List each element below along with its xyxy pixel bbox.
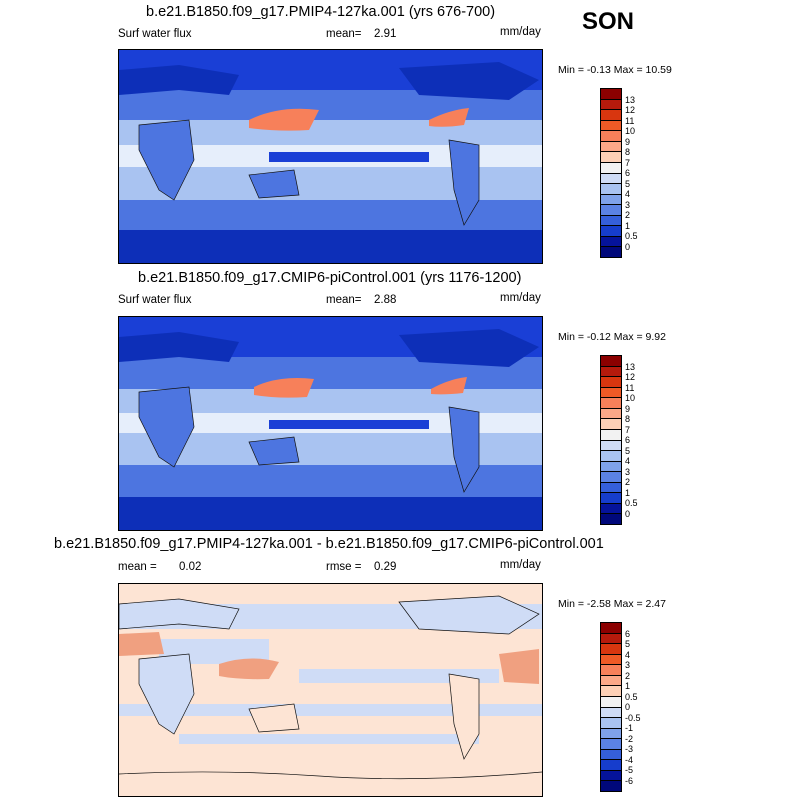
panel-1-cb-label: 5 — [625, 179, 631, 189]
season-label: SON — [582, 8, 635, 35]
panel-3-rmse-label: rmse = — [326, 561, 362, 573]
panel-3-cb-label: 6 — [625, 629, 631, 639]
panel-1-cb-label: 2 — [625, 210, 631, 220]
panel-1-cb-label: 0 — [625, 242, 631, 252]
panel-3-mean-label: mean = — [118, 561, 157, 573]
panel-1-cb-label: 7 — [625, 158, 631, 168]
panel-3-mean-value: 0.02 — [179, 561, 202, 573]
panel-1-colorbar — [600, 88, 622, 258]
panel-3-title: b.e21.B1850.f09_g17.PMIP4-127ka.001 - b.… — [54, 536, 604, 552]
panel-2-cb-label: 0 — [625, 509, 631, 519]
panel-2-colorbar — [600, 355, 622, 525]
panel-2-minmax: Min = -0.12 Max = 9.92 — [558, 331, 666, 343]
panel-2-cb-label: 5 — [625, 446, 631, 456]
panel-1-cb-label: 13 — [625, 95, 636, 105]
panel-2-title: b.e21.B1850.f09_g17.CMIP6-piControl.001 … — [138, 270, 522, 286]
panel-1-cb-label: 6 — [625, 168, 631, 178]
panel-3-cb-label: -1 — [625, 723, 634, 733]
panel-2-map — [118, 316, 543, 531]
panel-1-map — [118, 49, 543, 264]
panel-1-minmax: Min = -0.13 Max = 10.59 — [558, 64, 672, 76]
panel-1-cb-label: 11 — [625, 116, 635, 126]
panel-1-variable: Surf water flux — [118, 28, 192, 40]
panel-2-cb-label: 0.5 — [625, 498, 638, 508]
panel-3-cb-label: 1 — [625, 681, 631, 691]
panel-3-map — [118, 583, 543, 797]
panel-1-cb-label: 9 — [625, 137, 631, 147]
panel-3-cb-label: -5 — [625, 765, 634, 775]
panel-2-cb-label: 1 — [625, 488, 631, 498]
panel-2-cb-label: 7 — [625, 425, 631, 435]
panel-3-rmse-value: 0.29 — [374, 561, 397, 573]
panel-3-cb-label: 0.5 — [625, 692, 638, 702]
panel-3-cb-label: -3 — [625, 744, 634, 754]
panel-3-cb-label: -4 — [625, 755, 634, 765]
panel-3-colorbar — [600, 622, 622, 792]
panel-2-cb-label: 2 — [625, 477, 631, 487]
panel-3-cb-label: 0 — [625, 702, 631, 712]
panel-1-cb-label: 1 — [625, 221, 631, 231]
panel-2-cb-label: 6 — [625, 435, 631, 445]
panel-3-map-field — [119, 584, 542, 796]
panel-2-cb-label: 9 — [625, 404, 631, 414]
panel-3-cb-label: 5 — [625, 639, 631, 649]
panel-2-mean-label: mean= — [326, 294, 362, 306]
panel-1-cb-label: 8 — [625, 147, 631, 157]
panel-2-cb-label: 11 — [625, 383, 635, 393]
panel-2-map-field — [119, 317, 542, 530]
panel-1-cb-label: 10 — [625, 126, 636, 136]
panel-2-units: mm/day — [500, 292, 541, 304]
panel-2-mean-value: 2.88 — [374, 294, 397, 306]
panel-2-cb-label: 3 — [625, 467, 631, 477]
panel-1-cb-label: 4 — [625, 189, 631, 199]
panel-1-cb-label: 0.5 — [625, 231, 638, 241]
panel-1-units: mm/day — [500, 26, 541, 38]
panel-3-units: mm/day — [500, 559, 541, 571]
panel-2-cb-label: 8 — [625, 414, 631, 424]
panel-3-cb-label: 2 — [625, 671, 631, 681]
panel-2-cb-label: 10 — [625, 393, 636, 403]
panel-3-cb-label: 3 — [625, 660, 631, 670]
panel-1-mean-label: mean= — [326, 28, 362, 40]
panel-2-variable: Surf water flux — [118, 294, 192, 306]
panel-3-minmax: Min = -2.58 Max = 2.47 — [558, 598, 666, 610]
panel-3-cb-label: -2 — [625, 734, 634, 744]
panel-3-cb-label: -6 — [625, 776, 634, 786]
panel-1-mean-value: 2.91 — [374, 28, 397, 40]
panel-2-cb-label: 13 — [625, 362, 636, 372]
panel-2-cb-label: 4 — [625, 456, 631, 466]
panel-1-cb-label: 12 — [625, 105, 636, 115]
panel-3-cb-label: 4 — [625, 650, 631, 660]
panel-1-map-field — [119, 50, 542, 263]
panel-2-cb-label: 12 — [625, 372, 636, 382]
panel-1-title: b.e21.B1850.f09_g17.PMIP4-127ka.001 (yrs… — [146, 4, 496, 20]
panel-3-cb-label: -0.5 — [625, 713, 641, 723]
panel-1-cb-label: 3 — [625, 200, 631, 210]
